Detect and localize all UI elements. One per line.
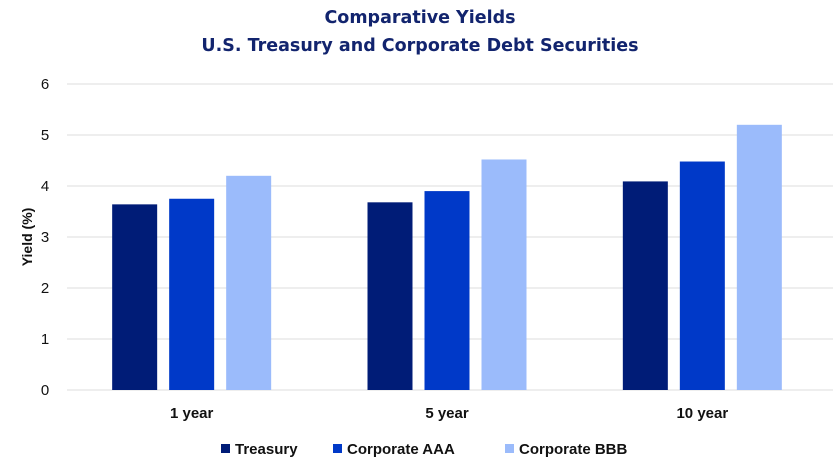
legend-swatch [221,444,230,453]
bar-corporate-aaa-5-year [424,191,470,390]
y-tick-label: 2 [41,280,49,297]
bar-corporate-aaa-10-year [679,161,725,390]
bar-treasury-1-year [112,204,158,390]
y-axis-label: Yield (%) [19,208,35,267]
legend-item: Corporate BBB [505,441,628,458]
legend-label: Treasury [235,441,298,458]
y-tick-label: 4 [41,178,49,195]
legend-label: Corporate BBB [519,441,628,458]
bar-corporate-bbb-5-year [481,159,527,390]
bar-corporate-bbb-10-year [736,124,782,391]
legend-swatch [505,444,514,453]
x-tick-label: 5 year [425,405,469,422]
legend-item: Treasury [221,441,298,458]
bar-treasury-5-year [367,202,413,390]
y-tick-label: 0 [41,382,49,399]
y-tick-label: 3 [41,229,49,246]
x-tick-label: 1 year [170,405,214,422]
bar-treasury-10-year [622,181,668,390]
legend-label: Corporate AAA [347,441,455,458]
x-tick-label: 10 year [676,405,728,422]
legend-item: Corporate AAA [333,441,455,458]
chart-subtitle: U.S. Treasury and Corporate Debt Securit… [201,36,638,56]
bar-corporate-aaa-1-year [169,198,215,390]
chart-title: Comparative Yields [324,8,515,28]
bar-corporate-bbb-1-year [226,175,272,390]
legend-swatch [333,444,342,453]
y-tick-label: 1 [41,331,49,348]
y-tick-label: 5 [41,127,49,144]
y-tick-label: 6 [41,76,49,93]
